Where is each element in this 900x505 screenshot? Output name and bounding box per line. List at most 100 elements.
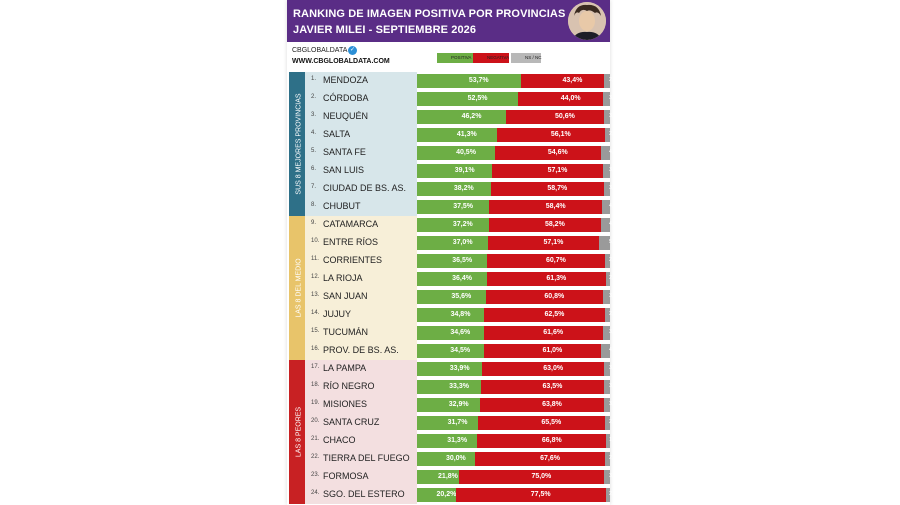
- province-row: 3. NEUQUÉN 46,2% 50,6% 3,2: [287, 108, 616, 126]
- bar-positiva: [417, 146, 496, 160]
- data-label: 2,9: [609, 77, 616, 83]
- data-label: 2,3: [609, 491, 616, 497]
- data-label: 63,8%: [542, 401, 562, 408]
- bar-negativa: [495, 146, 601, 160]
- data-label: 54,6%: [547, 149, 568, 156]
- data-label: 61,6%: [543, 329, 564, 336]
- data-label: 53,7%: [468, 77, 489, 84]
- data-label: 37,5%: [453, 203, 474, 210]
- rank-number: 8.: [311, 202, 317, 208]
- province-row: 21. CHACO 31,3% 66,8% 1,9: [287, 432, 616, 450]
- province-name: CORRIENTES: [323, 255, 383, 265]
- bar-ns-nc: [604, 128, 610, 142]
- bar-ns-nc: [604, 254, 610, 268]
- data-label: 4,9: [609, 149, 616, 155]
- rank-number: 24.: [311, 490, 320, 496]
- data-label: 36,5%: [452, 257, 473, 264]
- chart-subtitle: JAVIER MILEI - SEPTIEMBRE 2026: [293, 24, 477, 36]
- group-band: LAS 8 PEORES: [287, 360, 610, 504]
- province-row: 18. RÍO NEGRO 33,3% 63,5% 3,2: [287, 378, 616, 396]
- rank-number: 19.: [311, 400, 320, 406]
- bar-negativa: [506, 110, 604, 124]
- group-label-bar: SUS 8 MEJORES PROVINCIAS: [289, 72, 305, 216]
- bar-ns-nc: [602, 326, 610, 340]
- data-label: 58,2%: [544, 221, 565, 228]
- province-name: PROV. DE BS. AS.: [323, 345, 399, 355]
- bar-ns-nc: [604, 182, 610, 196]
- bar-positiva: [417, 416, 479, 430]
- province-row: 2. CÓRDOBA 52,5% 44,0% 3,5: [287, 90, 616, 108]
- bar-positiva: [417, 488, 456, 502]
- data-label: 31,7%: [447, 419, 468, 426]
- province-row: 17. LA PAMPA 33,9% 63,0% 3,1: [287, 360, 616, 378]
- data-label: 65,5%: [541, 419, 562, 426]
- data-label: 61,3%: [546, 275, 567, 282]
- data-label: 4,6: [609, 221, 616, 227]
- province-row: 14. JUJUY 34,8% 62,5% 2,7: [287, 306, 616, 324]
- province-name: SANTA FE: [323, 147, 366, 157]
- province-name: TIERRA DEL FUEGO: [323, 453, 410, 463]
- province-row: 10. ENTRE RÍOS 37,0% 57,1% 5,9: [287, 234, 616, 252]
- data-label: 44,0%: [560, 95, 581, 102]
- province-name: CÓRDOBA: [323, 93, 369, 103]
- bar-positiva: [417, 74, 521, 88]
- data-label: 34,8%: [450, 311, 471, 318]
- data-label: 3,2: [609, 113, 616, 119]
- data-label: 31,3%: [447, 437, 468, 444]
- rank-number: 17.: [311, 364, 320, 370]
- rank-number: 14.: [311, 310, 320, 316]
- bar-positiva: [417, 344, 484, 358]
- legend-positiva: POSITIVA: [437, 53, 473, 63]
- rank-number: 6.: [311, 166, 317, 172]
- group-label-bar: LAS 8 DEL MEDIO: [289, 216, 305, 360]
- province-row: 1. MENDOZA 53,7% 43,4% 2,9: [287, 72, 616, 90]
- group-background: [305, 72, 417, 216]
- province-row: 23. FORMOSA 21,8% 75,0% 3,2: [287, 468, 616, 486]
- province-name: MISIONES: [323, 399, 368, 409]
- bar-ns-nc: [603, 380, 610, 394]
- data-label: 62,5%: [544, 311, 565, 318]
- bar-ns-nc: [600, 146, 610, 160]
- bar-ns-nc: [606, 434, 610, 448]
- data-label: 37,2%: [452, 221, 473, 228]
- bar-positiva: [417, 362, 483, 376]
- province-name: SAN LUIS: [323, 165, 365, 175]
- bar-negativa: [478, 416, 605, 430]
- data-label: 36,4%: [452, 275, 472, 282]
- rank-number: 5.: [311, 148, 317, 154]
- bar-negativa: [492, 164, 603, 178]
- bar-positiva: [417, 290, 486, 304]
- ranking-card: RANKING DE IMAGEN POSITIVA POR PROVINCIA…: [287, 0, 616, 505]
- province-row: 6. SAN LUIS 39,1% 57,1% 3,8: [287, 162, 616, 180]
- bar-negativa: [483, 344, 602, 358]
- province-row: 7. CIUDAD DE BS. AS. 38,2% 58,7% 3,1: [287, 180, 616, 198]
- data-label: 61,0%: [542, 347, 563, 354]
- bar-negativa: [483, 326, 603, 340]
- data-label: 3,6: [609, 293, 616, 299]
- data-label: 21,8%: [438, 473, 458, 480]
- data-label: 3,1: [609, 185, 616, 191]
- bar-positiva: [417, 434, 478, 448]
- rank-number: 16.: [311, 346, 320, 352]
- province-row: 4. SALTA 41,3% 56,1% 2,6: [287, 126, 616, 144]
- bar-negativa: [481, 380, 604, 394]
- group-background: [305, 360, 417, 504]
- bar-positiva: [417, 182, 491, 196]
- rank-number: 18.: [311, 382, 320, 388]
- data-label: 2,3: [609, 275, 616, 281]
- bar-ns-nc: [603, 398, 610, 412]
- data-label: 60,8%: [544, 293, 565, 300]
- data-label: 32,9%: [448, 401, 469, 408]
- bar-negativa: [488, 236, 599, 250]
- data-label: 67,6%: [540, 455, 560, 462]
- bar-positiva: [417, 200, 490, 214]
- province-row: 20. SANTA CRUZ 31,7% 65,5% 2,8: [287, 414, 616, 432]
- province-row: 15. TUCUMÁN 34,6% 61,6% 3,8: [287, 324, 616, 342]
- data-label: 37,0%: [452, 239, 473, 246]
- bar-ns-nc: [604, 74, 610, 88]
- data-label: 34,6%: [450, 329, 471, 336]
- bar-ns-nc: [604, 362, 610, 376]
- province-name: SAN JUAN: [323, 291, 368, 301]
- bar-negativa: [487, 254, 605, 268]
- rank-number: 9.: [311, 220, 317, 226]
